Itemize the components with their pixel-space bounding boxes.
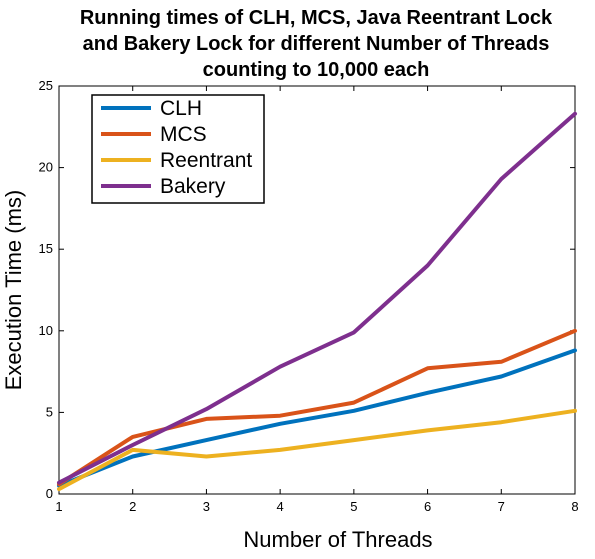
x-axis-ticks: 1 2 3 4 5 6 7 8 [55, 86, 579, 514]
chart-title-line-1: Running times of CLH, MCS, Java Reentran… [80, 7, 553, 29]
y-tick-label: 0 [46, 486, 53, 501]
x-tick-label: 8 [571, 499, 578, 514]
y-tick-label: 10 [39, 323, 53, 338]
y-tick-label: 20 [39, 160, 53, 175]
legend-label-mcs: MCS [160, 123, 207, 146]
legend: CLH MCS Reentrant Bakery [91, 94, 265, 204]
chart-title-line-3: counting to 10,000 each [203, 59, 430, 81]
series-line-reentrant [57, 408, 577, 492]
legend-label-reentrant: Reentrant [160, 149, 252, 172]
series-line-bakery [57, 111, 577, 485]
y-tick-label: 25 [39, 78, 53, 93]
chart-title: Running times of CLH, MCS, Java Reentran… [80, 7, 553, 81]
x-tick-label: 6 [424, 499, 431, 514]
y-tick-label: 15 [39, 241, 53, 256]
x-tick-label: 4 [277, 499, 284, 514]
chart-title-line-2: and Bakery Lock for different Number of … [83, 33, 550, 55]
series-line-clh [57, 348, 577, 488]
x-axis-label: Number of Threads [243, 527, 432, 552]
series-line-mcs [57, 328, 577, 487]
plot-frame [58, 85, 576, 495]
y-tick-label: 5 [46, 404, 53, 419]
x-tick-label: 7 [498, 499, 505, 514]
x-tick-label: 3 [203, 499, 210, 514]
legend-label-bakery: Bakery [160, 175, 226, 198]
y-axis-label: Execution Time (ms) [1, 190, 26, 391]
series-layer [57, 111, 577, 492]
x-tick-label: 1 [55, 499, 62, 514]
x-tick-label: 5 [350, 499, 357, 514]
plot-area [58, 85, 576, 495]
x-tick-label: 2 [129, 499, 136, 514]
legend-label-clh: CLH [160, 97, 202, 120]
legend-box [91, 94, 265, 204]
y-axis-ticks: 0 5 10 15 20 25 [39, 78, 575, 501]
